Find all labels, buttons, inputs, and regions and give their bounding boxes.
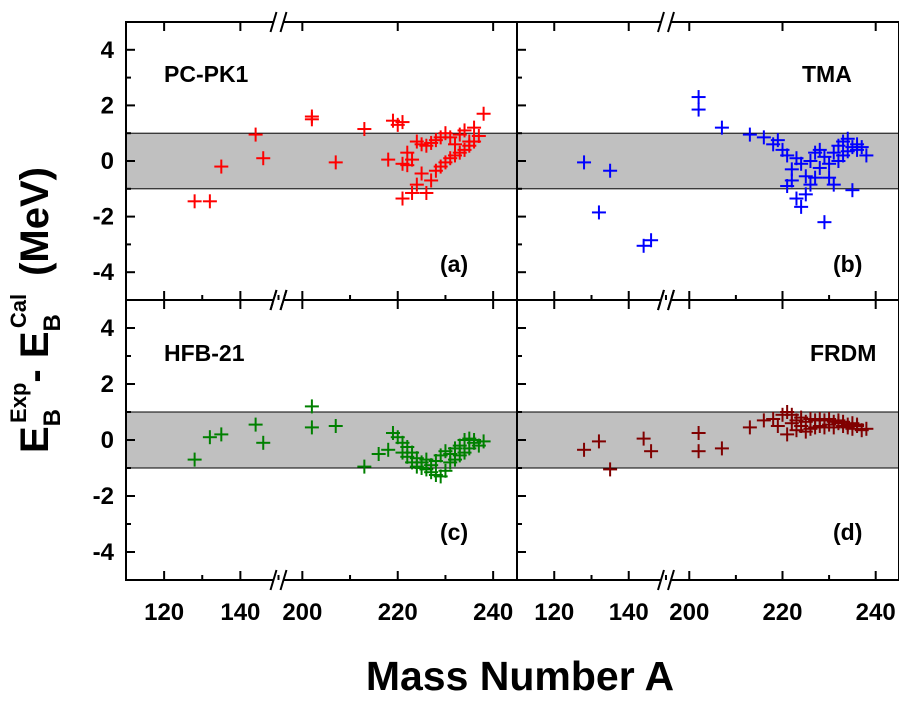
data-point-a-1 bbox=[203, 194, 217, 208]
panel-a-letter: (a) bbox=[440, 251, 468, 277]
x-tick-label-d-3: 220 bbox=[762, 599, 802, 626]
x-tick-label-c-3: 220 bbox=[378, 599, 418, 626]
axis-break-b-1 bbox=[658, 12, 674, 32]
y-tick-label-a-3: -2 bbox=[93, 204, 114, 231]
y-tick-label-a-0: 4 bbox=[101, 37, 115, 64]
data-point-a-6 bbox=[305, 112, 319, 126]
x-tick-label-c-1: 140 bbox=[220, 599, 260, 626]
x-tick-label-d-4: 240 bbox=[856, 599, 896, 626]
y-title-sub2: B bbox=[39, 314, 66, 331]
y-title-dash: - E bbox=[13, 331, 57, 382]
axis-break-a-1 bbox=[270, 12, 286, 32]
y-title-main: E bbox=[13, 426, 57, 453]
x-tick-label-d-2: 200 bbox=[669, 599, 709, 626]
y-title-sup-cal: Cal bbox=[6, 294, 31, 328]
y-tick-label-a-1: 2 bbox=[101, 92, 114, 119]
y-tick-label-c-1: 2 bbox=[101, 371, 114, 398]
y-tick-label-a-4: -4 bbox=[93, 259, 115, 286]
data-point-b-29 bbox=[817, 215, 831, 229]
y-title-unit: (MeV) bbox=[13, 167, 57, 276]
y-axis-title: EBExp- EBCal(MeV) bbox=[6, 167, 66, 453]
band-panel-a bbox=[126, 133, 517, 189]
x-tick-label-c-4: 240 bbox=[473, 599, 513, 626]
y-tick-label-c-0: 4 bbox=[101, 315, 115, 342]
data-point-b-1 bbox=[592, 205, 606, 219]
y-tick-label-a-2: 0 bbox=[101, 148, 114, 175]
panel-b-model-label: TMA bbox=[802, 61, 852, 87]
data-point-b-7 bbox=[715, 121, 729, 135]
x-tick-label-c-2: 200 bbox=[282, 599, 322, 626]
y-tick-label-c-3: -2 bbox=[93, 483, 114, 510]
y-title-sub: B bbox=[39, 409, 66, 426]
panel-d-model-label: FRDM bbox=[810, 340, 876, 366]
x-axis-title: Mass Number A bbox=[366, 653, 674, 699]
data-point-a-46 bbox=[477, 107, 491, 121]
panel-b-letter: (b) bbox=[833, 251, 862, 277]
x-tick-label-c-0: 120 bbox=[144, 599, 184, 626]
x-tick-label-d-1: 140 bbox=[609, 599, 649, 626]
panel-c-letter: (c) bbox=[440, 519, 468, 545]
y-tick-label-c-4: -4 bbox=[93, 539, 115, 566]
panel-d-letter: (d) bbox=[833, 519, 862, 545]
tick-labels: 4 2 0 -2 -4 4 2 0 -2 -4 120 140 200 220 240 120 140 200 22… bbox=[93, 37, 896, 626]
svg-text:EBExp- EBCal(MeV): EBExp- EBCal(MeV) bbox=[6, 167, 66, 453]
y-tick-label-c-2: 0 bbox=[101, 427, 114, 454]
data-point-a-0 bbox=[188, 194, 202, 208]
data-point-b-5 bbox=[692, 90, 706, 104]
data-point-b-6 bbox=[692, 103, 706, 117]
panel-c-model-label: HFB-21 bbox=[164, 340, 245, 366]
data-point-c-5 bbox=[305, 399, 319, 413]
y-title-sup-exp: Exp bbox=[6, 383, 31, 423]
panel-a-model-label: PC-PK1 bbox=[164, 61, 249, 87]
x-tick-label-d-0: 120 bbox=[534, 599, 574, 626]
